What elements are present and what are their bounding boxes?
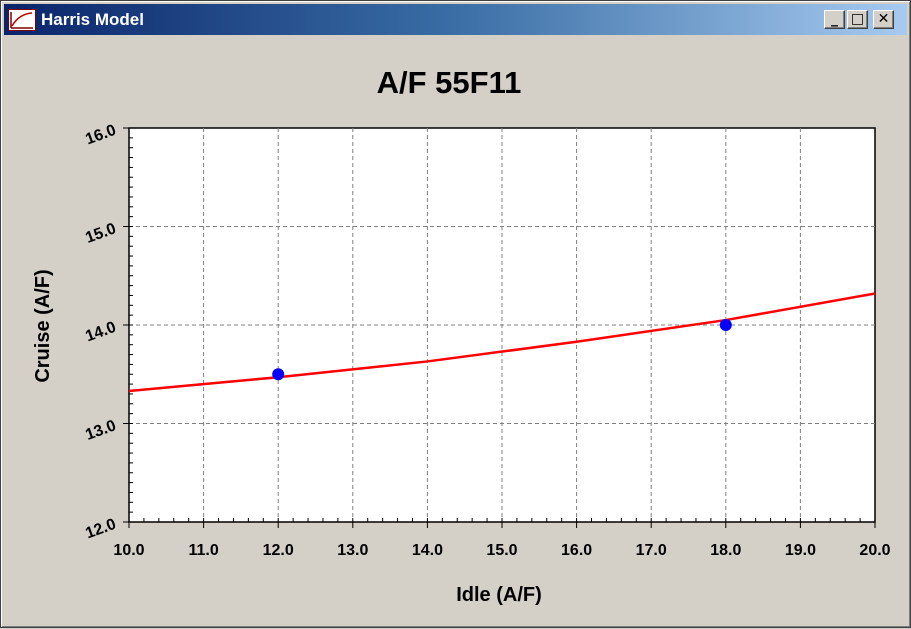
x-tick-label: 13.0 xyxy=(337,542,368,559)
x-tick-label: 19.0 xyxy=(785,542,816,559)
title-bar[interactable]: Harris Model _ □ ✕ xyxy=(4,4,907,35)
y-tick-label: 15.0 xyxy=(83,220,118,247)
maximize-button[interactable]: □ xyxy=(847,10,868,29)
x-tick-label: 12.0 xyxy=(263,542,294,559)
y-tick-label: 12.0 xyxy=(83,516,118,543)
x-tick-label: 17.0 xyxy=(636,542,667,559)
window-title: Harris Model xyxy=(41,10,144,29)
minor-ticks xyxy=(123,127,876,528)
chart-app-icon-graphic xyxy=(10,12,33,29)
x-axis-label: Idle (A/F) xyxy=(456,584,542,606)
chart-title: A/F 55F11 xyxy=(377,65,522,100)
close-button[interactable]: ✕ xyxy=(873,10,894,29)
x-tick-label: 11.0 xyxy=(188,542,218,559)
x-tick-label: 20.0 xyxy=(859,542,890,559)
fit-curve xyxy=(128,292,876,393)
x-tick-label: 16.0 xyxy=(561,542,592,559)
y-tick-label: 16.0 xyxy=(83,122,118,149)
series-layer xyxy=(128,292,876,393)
minimize-button[interactable]: _ xyxy=(824,10,845,29)
x-tick-label: 10.0 xyxy=(113,542,144,559)
x-tick-label: 18.0 xyxy=(710,542,741,559)
y-tick-labels: 12.0 13.0 14.0 15.0 16.0 xyxy=(83,122,118,543)
x-tick-labels: 10.0 11.0 12.0 13.0 14.0 15.0 16.0 17.0 18.0 19.0… xyxy=(113,542,890,559)
x-tick-label: 14.0 xyxy=(412,542,443,559)
data-point xyxy=(719,319,732,331)
x-tick-label: 15.0 xyxy=(486,542,517,559)
y-tick-label: 13.0 xyxy=(83,417,118,444)
chart-app-icon[interactable] xyxy=(8,9,36,31)
grid-lines xyxy=(129,128,875,522)
data-point xyxy=(272,368,285,381)
y-tick-label: 14.0 xyxy=(83,319,118,346)
y-axis-label: Cruise (A/F) xyxy=(32,269,54,382)
